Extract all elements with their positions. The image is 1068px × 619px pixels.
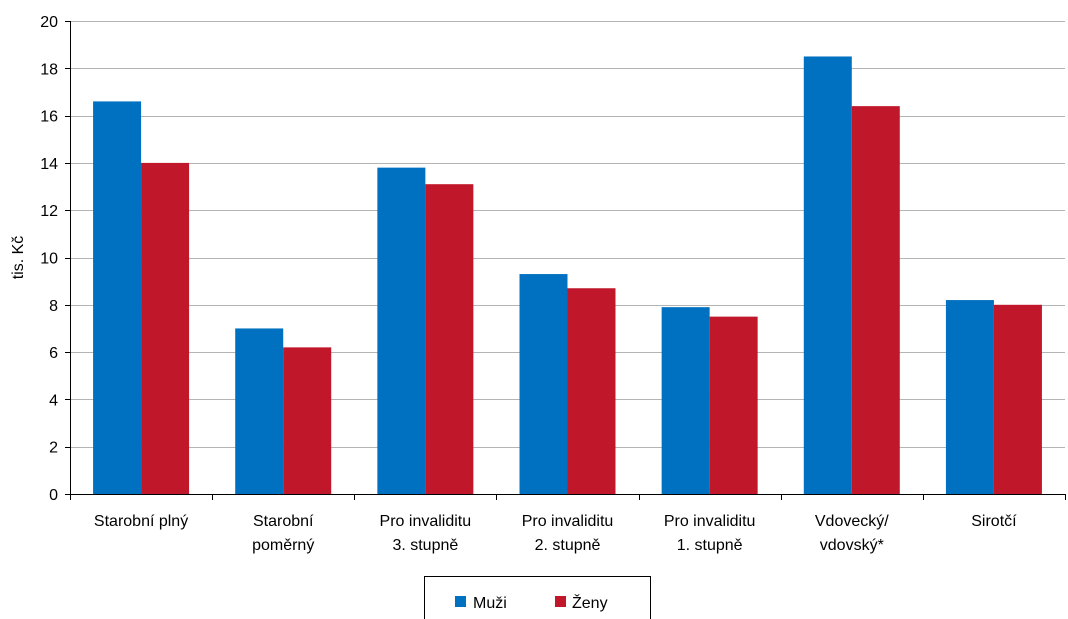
bar-zeny-7 — [993, 304, 1042, 494]
bar-muzi-2 — [235, 328, 284, 494]
x-category-label: Sirotčí — [971, 513, 1017, 530]
y-tick-label: 18 — [40, 61, 58, 78]
bar-zeny-5 — [709, 316, 758, 494]
bars — [93, 56, 1042, 494]
y-tick-label: 10 — [40, 251, 58, 268]
bar-zeny-4 — [567, 288, 616, 494]
x-category-label: Vdovecký/vdovský* — [815, 513, 889, 554]
x-category-label: Starobní plný — [94, 513, 188, 530]
bar-muzi-3 — [377, 167, 426, 494]
bar-zeny-2 — [283, 347, 332, 494]
legend-swatch-zeny — [555, 596, 566, 607]
legend: Muži Ženy — [424, 576, 651, 619]
x-category-label: Pro invaliditu 1. stupně — [664, 513, 756, 554]
legend-label-zeny: Ženy — [572, 593, 608, 612]
y-tick-label: 4 — [49, 392, 58, 409]
y-tick-label: 0 — [49, 487, 58, 504]
bar-zeny-1 — [141, 162, 190, 494]
legend-label-muzi: Muži — [473, 595, 507, 612]
bar-muzi-6 — [803, 56, 852, 494]
y-tick-label: 2 — [49, 440, 58, 457]
y-tick-label: 20 — [40, 14, 58, 31]
legend-swatch-muzi — [455, 596, 466, 607]
bar-muzi-7 — [945, 300, 994, 494]
y-tick-label: 8 — [49, 298, 58, 315]
x-tick-labels: Starobní plný Starobní poměrný Pro invalidi… — [94, 513, 1017, 554]
bar-muzi-4 — [519, 274, 568, 494]
y-tick-label: 16 — [40, 109, 58, 126]
bar-zeny-6 — [851, 106, 900, 494]
y-axis-title: tis. Kč — [10, 236, 27, 280]
y-tick-label: 14 — [40, 156, 58, 173]
bar-muzi-1 — [93, 101, 142, 494]
x-category-label: Starobní poměrný — [252, 513, 314, 554]
x-category-label: Pro invaliditu 3. stupně — [380, 513, 472, 554]
y-tick-labels: 0 2 4 6 8 10 12 14 16 18 20 — [40, 14, 58, 504]
axes — [65, 21, 1066, 500]
x-category-label: Pro invaliditu 2. stupně — [522, 513, 614, 554]
bar-zeny-3 — [425, 184, 474, 494]
y-tick-label: 12 — [40, 203, 58, 220]
bar-muzi-5 — [661, 307, 710, 494]
y-tick-label: 6 — [49, 345, 58, 362]
